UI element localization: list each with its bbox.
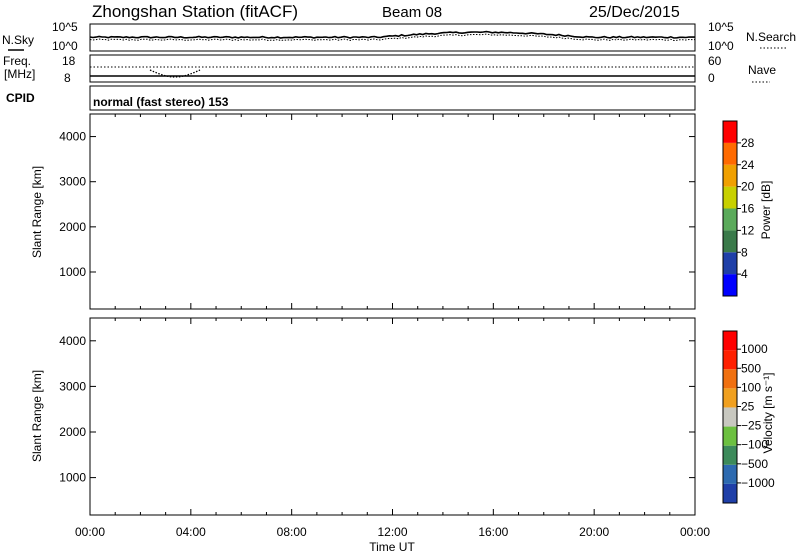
noise-search-line (89, 33, 695, 42)
freq-left-tick-bottom: 8 (64, 71, 71, 85)
freq-panel-frame (89, 54, 696, 83)
station-title: Zhongshan Station (fitACF) (92, 2, 298, 21)
power-y-ticks: 4000 3000 2000 1000 (59, 130, 695, 279)
power-colorbar-label: Power [dB] (759, 181, 773, 240)
colorbar-tick-label: 28 (741, 136, 755, 150)
cpid-label: CPID (6, 91, 35, 105)
beam-label: Beam 08 (382, 4, 442, 21)
power-colorbar: 28 24 20 16 12 8 4 (722, 120, 755, 297)
colorbar-cell (723, 208, 737, 231)
y-tick-label: 3000 (59, 175, 86, 189)
freq-left-tick-top: 18 (62, 54, 76, 68)
colorbar-cell (723, 121, 737, 143)
colorbar-tick-label: 20 (741, 180, 755, 194)
freq-left-label: Freq. (3, 54, 31, 68)
freq-right-tick-bottom: 0 (708, 71, 715, 85)
y-tick-label: 4000 (59, 130, 86, 144)
colorbar-cell (723, 164, 737, 187)
power-panel-frame (89, 113, 696, 310)
colorbar-cell (723, 230, 737, 253)
colorbar-cell (723, 142, 737, 165)
power-y-axis-label: Slant Range [km] (30, 166, 44, 258)
cpid-text: normal (fast stereo) 153 (93, 95, 229, 109)
noise-panel: N.Sky 10^5 10^0 10^5 10^0 N.Search (2, 20, 796, 53)
colorbar-cell (723, 252, 737, 275)
nave-dip-points (149, 69, 201, 78)
colorbar-tick-label: 24 (741, 158, 755, 172)
freq-right-tick-top: 60 (708, 54, 722, 68)
nave-label: Nave (748, 63, 776, 77)
y-tick-label: 2000 (59, 220, 86, 234)
noise-sky-line (89, 30, 695, 39)
noise-left-tick-bottom: 10^0 (52, 39, 78, 53)
freq-left-unit: [MHz] (4, 67, 35, 81)
noise-right-tick-bottom: 10^0 (708, 39, 734, 53)
noise-right-tick-top: 10^5 (708, 20, 734, 34)
colorbar-cell (723, 186, 737, 209)
noise-left-label: N.Sky (2, 33, 34, 47)
y-tick-label: 1000 (59, 265, 86, 279)
date-label: 25/Dec/2015 (589, 4, 680, 21)
noise-right-label: N.Search (746, 30, 796, 44)
colorbar-cell (723, 274, 737, 296)
freq-panel: Freq. [MHz] 18 8 60 0 Nave (3, 54, 776, 85)
power-panel: 4000 3000 2000 1000 Slant Range [km] 28 24 20… (30, 113, 773, 310)
noise-left-tick-top: 10^5 (52, 20, 78, 34)
colorbar-tick-label: 16 (741, 202, 755, 216)
colorbar-tick-label: 12 (741, 223, 755, 237)
colorbar-tick-label: 8 (741, 245, 748, 259)
colorbar-tick-label: 4 (741, 267, 748, 281)
power-x-ticks (89, 114, 696, 309)
cpid-frame (89, 85, 696, 111)
